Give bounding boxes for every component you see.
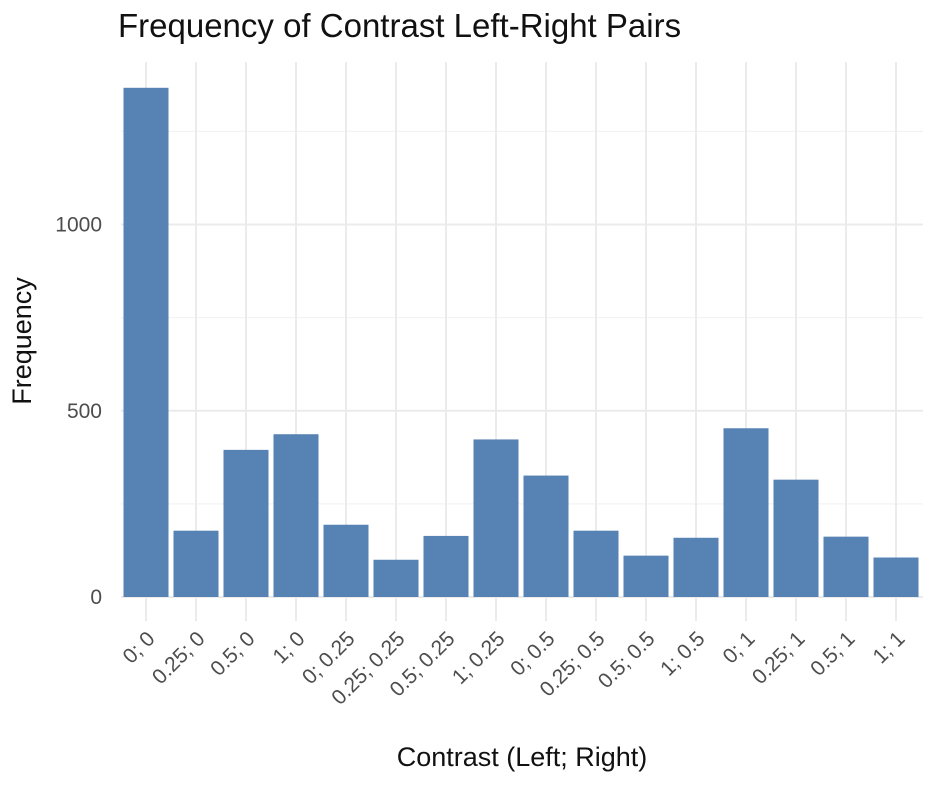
x-tick-label: 1; 0.25 [448,627,510,689]
x-tick-label: 0.5; 0 [206,627,259,680]
bar [623,555,669,597]
bar [123,87,169,597]
x-tick-label: 0; 1 [719,627,760,668]
y-tick-label: 500 [67,400,102,423]
chart-title: Frequency of Contrast Left-Right Pairs [118,7,681,44]
x-tick-label: 1; 1 [869,627,910,668]
bar [773,479,819,597]
x-tick-label: 0.5; 0.5 [594,627,660,693]
bar [273,434,319,597]
bar [673,537,719,597]
x-tick-label: 1; 0 [269,627,310,668]
bar [823,536,869,597]
bar [473,439,519,597]
x-tick-label: 0.5; 1 [806,627,859,680]
bars [123,87,919,597]
bar [573,530,619,597]
x-tick-label: 0.25; 1 [748,627,810,689]
x-tick-label: 0.25; 0 [148,627,210,689]
y-tick-label: 0 [90,586,102,609]
bar [373,559,419,597]
y-tick-label: 1000 [55,214,102,237]
bar [523,475,569,597]
x-tick-label: 0; 0 [119,627,160,668]
x-axis-ticks: 0; 00.25; 00.5; 0 1; 00; 0.250.25; 0.250.… [119,627,910,709]
bar [873,557,919,597]
y-axis-ticks: 0 500 1000 [55,214,102,610]
x-tick-label: 1; 0.5 [656,627,709,680]
x-axis-title: Contrast (Left; Right) [397,742,648,772]
bar [173,530,219,597]
bar [223,449,269,597]
bar [323,524,369,597]
bar [423,535,469,597]
y-axis-title: Frequency [7,277,37,405]
bar [723,428,769,597]
